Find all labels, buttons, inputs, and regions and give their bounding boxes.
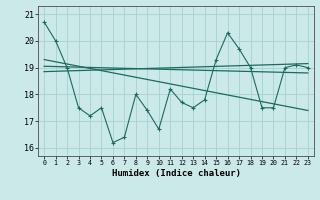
X-axis label: Humidex (Indice chaleur): Humidex (Indice chaleur) (111, 169, 241, 178)
